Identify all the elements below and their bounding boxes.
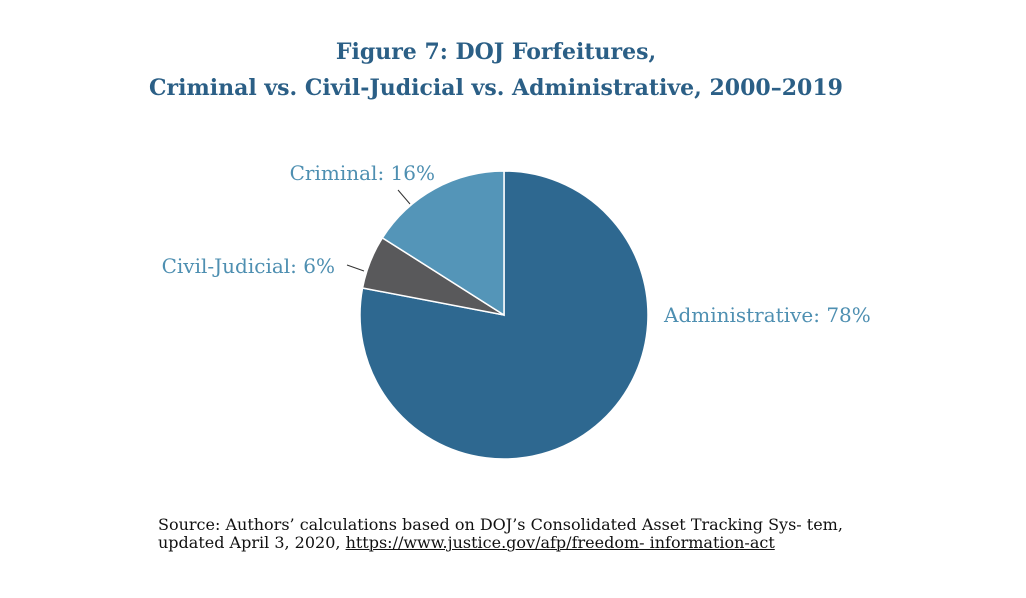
pie-slice-criminal (381, 170, 505, 317)
slice-labels: Administrative: 78% Civil-Judicial: 6% Cri… (162, 161, 871, 327)
source-text: Source: Authors’ calculations based on D… (158, 515, 843, 552)
leader-line-criminal (397, 189, 411, 205)
slice-label-civil-judicial: Civil-Judicial: 6% (162, 254, 335, 278)
source-note: Source: Authors’ calculations based on D… (158, 516, 858, 552)
slice-label-administrative: Administrative: 78% (663, 303, 871, 327)
chart-title: Figure 7: DOJ Forfeitures, Criminal vs. … (0, 34, 992, 106)
leader-lines (346, 189, 411, 272)
pie-slices (359, 170, 649, 460)
leader-line-civil-judicial (346, 264, 365, 272)
chart-title-line-1: Figure 7: DOJ Forfeitures, (335, 39, 657, 65)
chart-title-line-2: Criminal vs. Civil-Judicial vs. Administ… (149, 75, 843, 101)
source-link[interactable]: https://www.justice.gov/afp/freedom- inf… (345, 533, 775, 552)
slice-label-criminal: Criminal: 16% (290, 161, 435, 185)
